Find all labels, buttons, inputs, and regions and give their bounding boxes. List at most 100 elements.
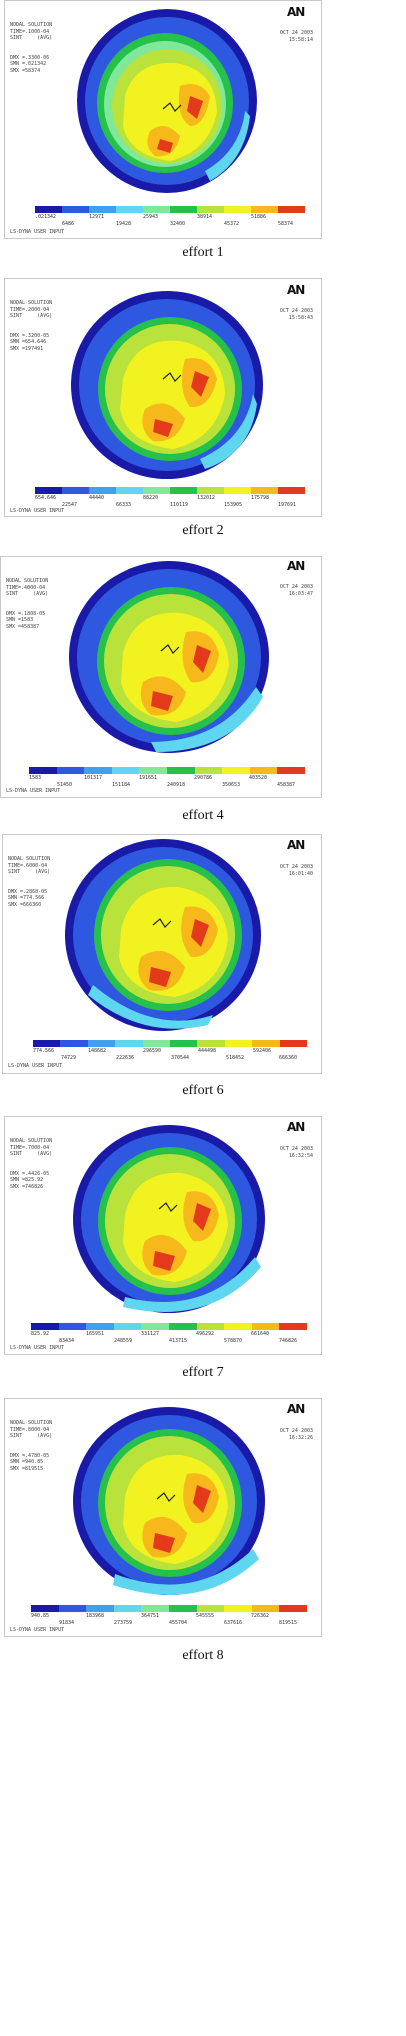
color-legend-bar <box>35 206 305 213</box>
legend-swatch-8 <box>224 487 251 494</box>
legend-swatch-10 <box>278 206 305 213</box>
legend-swatch-1 <box>31 1605 59 1612</box>
legend-swatch-5 <box>143 206 170 213</box>
result-panel-4: NODAL SOLUTION TIME=.4000-04 SINT (AVG) DM… <box>0 556 322 798</box>
legend-ticks: 1583 101317 191651 290786 403520 51450 1… <box>29 775 296 788</box>
result-panel-1: NODAL SOLUTION TIME=.1000-04 SINT (AVG) DM… <box>4 0 322 239</box>
caption-effort-6: effort 6 <box>182 1083 224 1098</box>
solution-header: NODAL SOLUTION TIME=.6000-04 SINT (AVG) DM… <box>8 856 51 908</box>
legend-swatch-3 <box>86 1605 114 1612</box>
plot-footer: LS-DYNA USER INPUT <box>6 788 61 794</box>
legend-swatch-9 <box>252 1040 280 1047</box>
legend-swatch-6 <box>168 1605 197 1612</box>
legend-swatch-8 <box>224 1323 252 1330</box>
caption-effort-4: effort 4 <box>182 808 224 823</box>
legend-swatch-5 <box>139 767 167 774</box>
legend-ticks: 940.85 183968 364751 545555 726362 91834… <box>31 1613 298 1626</box>
legend-swatch-10 <box>279 1605 307 1612</box>
timestamp: OCT 24 2003 16:03:47 <box>279 584 313 597</box>
ansys-logo: AN <box>287 283 305 297</box>
legend-swatch-7 <box>196 1605 225 1612</box>
stress-contour-plot <box>69 561 269 753</box>
solution-header: NODAL SOLUTION TIME=.8000-04 SINT (AVG) DM… <box>10 1420 53 1472</box>
ansys-logo: AN <box>287 559 305 573</box>
plot-footer: LS-DYNA USER INPUT <box>10 508 65 514</box>
stress-contour-plot <box>77 9 257 193</box>
caption-effort-7: effort 7 <box>182 1365 224 1380</box>
legend-swatch-10 <box>278 487 305 494</box>
legend-swatch-3 <box>87 1040 116 1047</box>
legend-swatch-8 <box>222 767 250 774</box>
legend-ticks: 825.92 165951 331127 496292 661640 83434… <box>31 1331 298 1344</box>
legend-swatch-7 <box>194 767 223 774</box>
legend-swatch-8 <box>224 1605 252 1612</box>
legend-swatch-9 <box>251 1605 280 1612</box>
timestamp: OCT 24 2003 16:32:26 <box>279 1428 313 1441</box>
legend-swatch-6 <box>166 767 195 774</box>
stress-contour-plot <box>73 1407 265 1596</box>
legend-swatch-3 <box>89 206 116 213</box>
legend-swatch-6 <box>170 1040 198 1047</box>
timestamp: OCT 24 2003 15:58:43 <box>279 308 313 321</box>
legend-swatch-1 <box>35 487 62 494</box>
legend-swatch-6 <box>170 487 197 494</box>
legend-swatch-10 <box>277 767 305 774</box>
legend-swatch-3 <box>84 767 112 774</box>
legend-ticks: 774.566 148682 296590 444498 592406 7472… <box>33 1048 298 1061</box>
legend-swatch-5 <box>141 1323 169 1330</box>
legend-swatch-5 <box>141 1605 169 1612</box>
legend-swatch-4 <box>116 487 143 494</box>
color-legend-bar <box>31 1323 307 1330</box>
legend-swatch-1 <box>35 206 62 213</box>
plot-footer: LS-DYNA USER INPUT <box>8 1063 63 1069</box>
plot-footer: LS-DYNA USER INPUT <box>10 1627 65 1633</box>
legend-ticks: 654.646 44440 88220 132012 175798 22547 … <box>35 495 297 508</box>
legend-swatch-3 <box>86 1323 114 1330</box>
legend-swatch-9 <box>251 487 278 494</box>
caption-effort-8: effort 8 <box>182 1648 224 1663</box>
legend-swatch-4 <box>115 1040 143 1047</box>
legend-swatch-10 <box>279 1323 307 1330</box>
timestamp: OCT 24 2003 16:01:40 <box>279 864 313 877</box>
legend-swatch-1 <box>33 1040 61 1047</box>
legend-ticks: .021342 12971 25943 38914 51886 6486 194… <box>35 214 294 227</box>
legend-swatch-2 <box>58 1323 87 1330</box>
legend-swatch-3 <box>89 487 116 494</box>
timestamp: OCT 24 2003 16:32:54 <box>279 1146 313 1159</box>
legend-swatch-8 <box>224 206 251 213</box>
legend-swatch-2 <box>58 1605 87 1612</box>
legend-swatch-7 <box>197 206 224 213</box>
ansys-logo: AN <box>287 838 305 852</box>
legend-swatch-2 <box>62 487 89 494</box>
legend-swatch-1 <box>31 1323 59 1330</box>
result-panel-8: NODAL SOLUTION TIME=.8000-04 SINT (AVG) DM… <box>4 1398 322 1637</box>
color-legend-bar <box>29 767 305 774</box>
legend-swatch-2 <box>62 206 89 213</box>
color-legend-bar <box>35 487 305 494</box>
legend-swatch-7 <box>197 1040 225 1047</box>
result-panel-7: NODAL SOLUTION TIME=.7000-04 SINT (AVG) DM… <box>4 1116 322 1355</box>
legend-swatch-8 <box>224 1040 253 1047</box>
legend-swatch-2 <box>60 1040 88 1047</box>
legend-swatch-1 <box>29 767 57 774</box>
legend-swatch-7 <box>197 487 224 494</box>
legend-swatch-5 <box>143 487 170 494</box>
legend-swatch-4 <box>116 206 143 213</box>
legend-swatch-6 <box>170 206 197 213</box>
legend-swatch-4 <box>113 1323 142 1330</box>
ansys-logo: AN <box>287 1402 305 1416</box>
ansys-logo: AN <box>287 1120 305 1134</box>
color-legend-bar <box>31 1605 307 1612</box>
stress-contour-plot <box>65 839 261 1031</box>
solution-header: NODAL SOLUTION TIME=.1000-04 SINT (AVG) DM… <box>10 22 53 74</box>
legend-swatch-7 <box>196 1323 225 1330</box>
ansys-logo: AN <box>287 5 305 19</box>
stress-contour-plot <box>73 1125 265 1313</box>
timestamp: OCT 24 2003 15:58:14 <box>279 30 313 43</box>
legend-swatch-6 <box>168 1323 197 1330</box>
plot-footer: LS-DYNA USER INPUT <box>10 1345 65 1351</box>
stress-contour-plot <box>71 291 263 479</box>
legend-swatch-10 <box>279 1040 308 1047</box>
legend-swatch-4 <box>111 767 140 774</box>
result-panel-6: NODAL SOLUTION TIME=.6000-04 SINT (AVG) DM… <box>2 834 322 1074</box>
